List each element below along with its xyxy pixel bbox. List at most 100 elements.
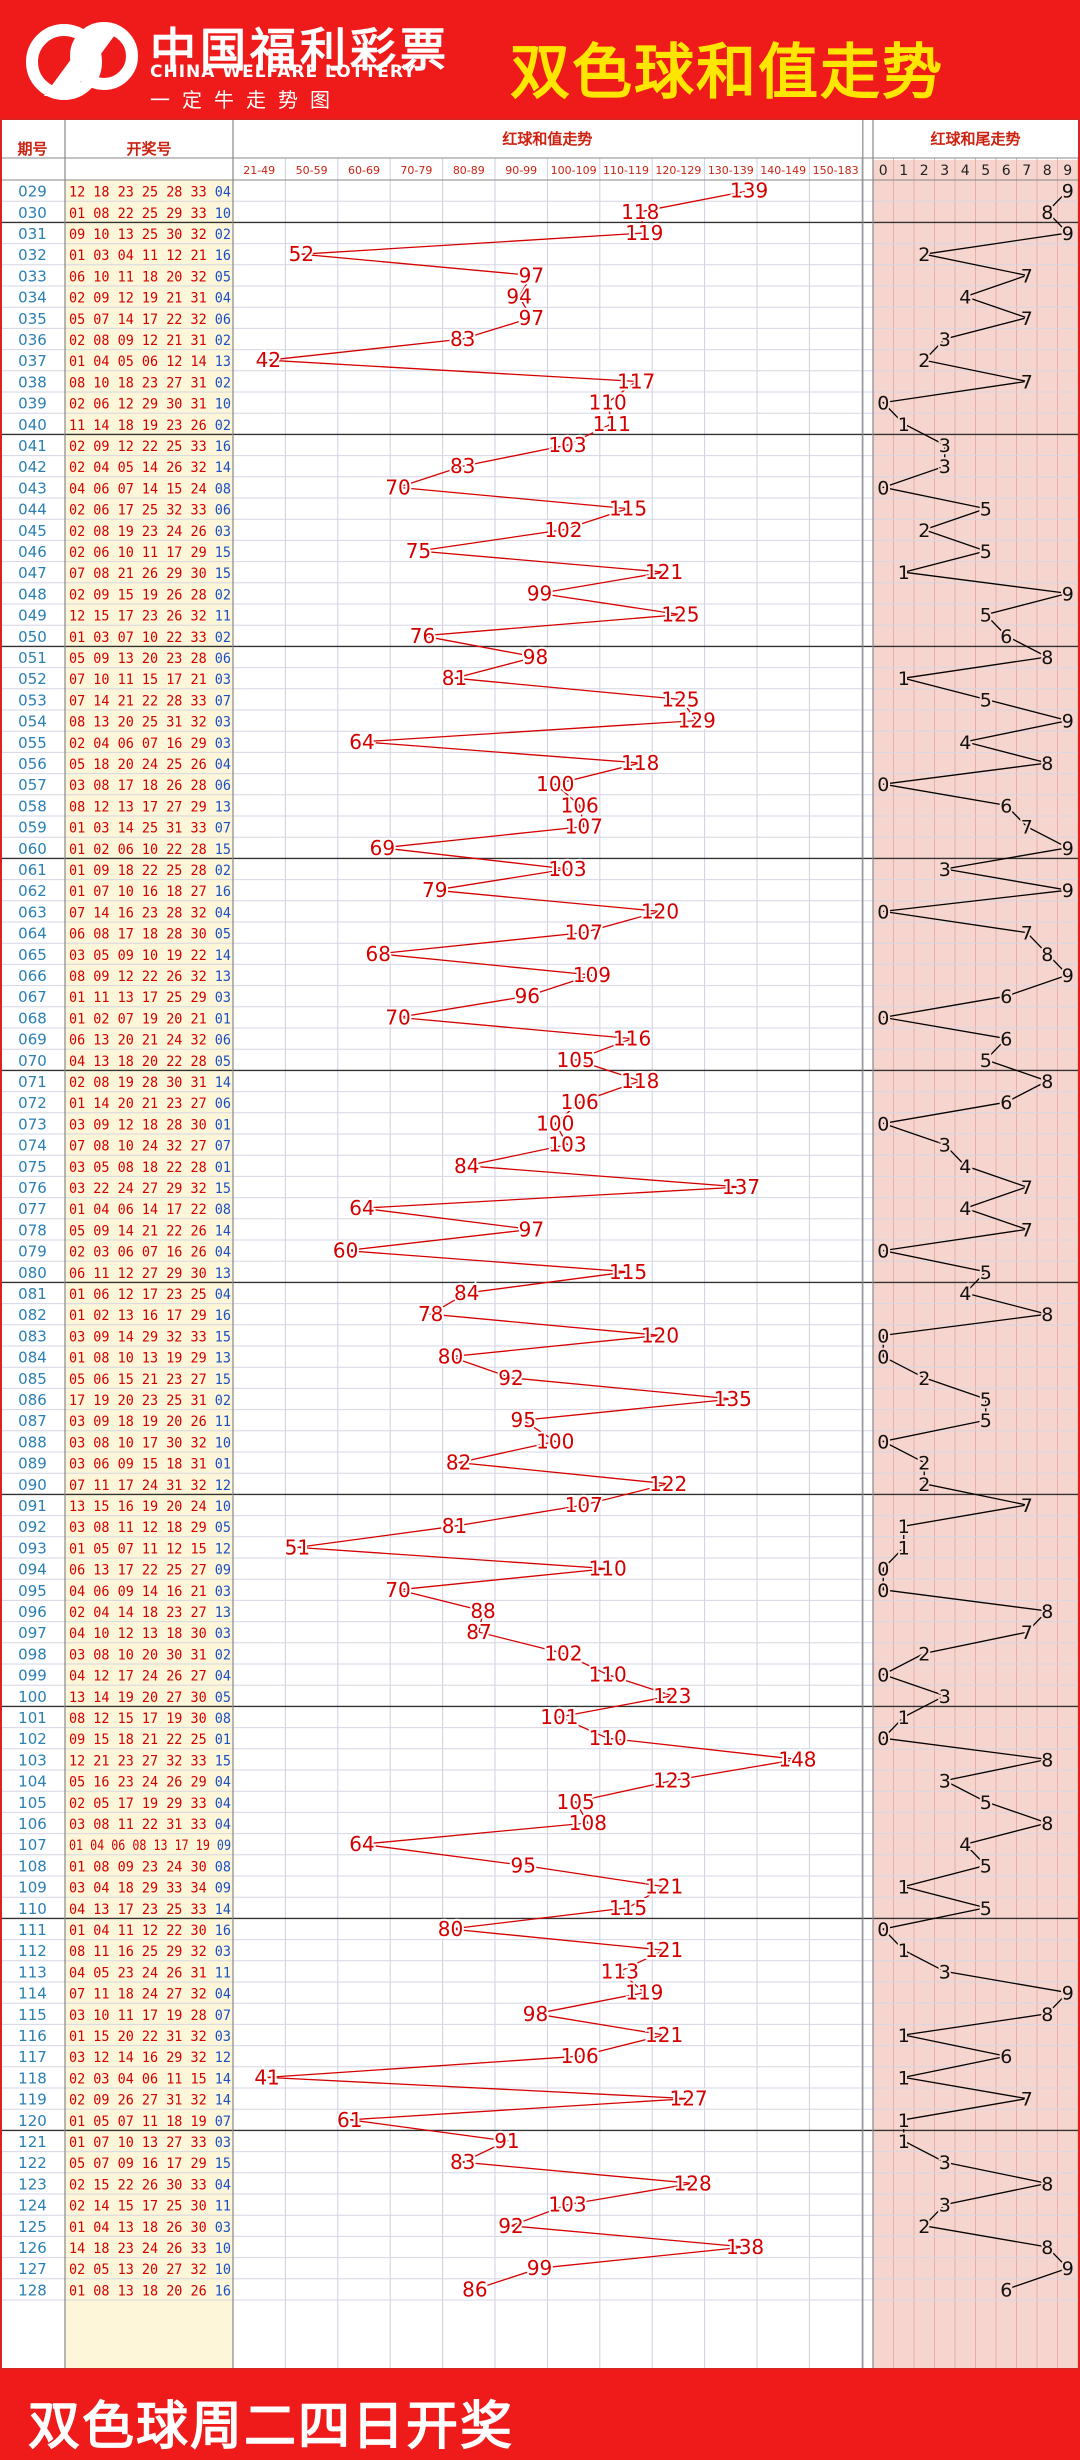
blue-ball: 05 xyxy=(215,1054,231,1070)
tail-value-label: 0 xyxy=(877,901,889,923)
issue-number: 125 xyxy=(18,2218,47,2236)
tail-digit-tick-label: 0 xyxy=(879,163,888,179)
red-balls: 06 11 12 27 29 30 xyxy=(69,1266,215,1282)
sum-value-label: 135 xyxy=(714,1387,752,1411)
draw-numbers: 17 19 20 23 25 31 02 xyxy=(69,1393,231,1409)
red-balls: 03 08 11 12 18 29 xyxy=(69,1520,215,1536)
tail-value-label: 0 xyxy=(877,1728,889,1750)
sum-value-label: 84 xyxy=(454,1154,479,1178)
tail-value-label: 9 xyxy=(1062,1983,1074,2005)
sum-range-tick-label: 100-109 xyxy=(551,164,597,177)
sum-value-label: 125 xyxy=(661,603,699,627)
red-balls: 07 14 21 22 28 33 xyxy=(69,693,215,709)
issue-number: 045 xyxy=(18,522,47,540)
issue-number: 072 xyxy=(18,1094,47,1112)
draw-numbers: 01 03 14 25 31 33 07 xyxy=(69,821,231,837)
red-balls: 05 18 20 24 25 26 xyxy=(69,757,215,773)
blue-ball: 15 xyxy=(215,2156,231,2172)
sum-range-tick-label: 50-59 xyxy=(296,164,328,177)
draw-numbers: 05 16 23 24 26 29 04 xyxy=(69,1775,231,1791)
draw-numbers: 02 09 15 19 26 28 02 xyxy=(69,587,231,603)
tail-value-label: 6 xyxy=(1000,2046,1012,2068)
blue-ball: 13 xyxy=(215,799,231,815)
issue-number: 092 xyxy=(18,1518,47,1536)
blue-ball: 10 xyxy=(215,1499,231,1515)
tail-digit-tick-label: 9 xyxy=(1063,163,1072,179)
sum-value-label: 113 xyxy=(601,1959,639,1983)
draw-numbers: 02 05 17 19 29 33 04 xyxy=(69,1796,231,1812)
red-balls: 03 22 24 27 29 32 xyxy=(69,1181,215,1197)
sum-value-label: 148 xyxy=(778,1747,816,1771)
red-balls: 07 08 21 26 29 30 xyxy=(69,566,215,582)
draw-numbers: 02 08 09 12 21 31 02 xyxy=(69,333,231,349)
draw-numbers: 03 09 12 18 28 30 01 xyxy=(69,1117,231,1133)
sum-value-label: 61 xyxy=(337,2108,362,2132)
trend-chart-area: 期号 开奖号 红球和值走势 红球和尾走势 21-49 50-59 60-69 70-79 80-… xyxy=(0,118,1080,2370)
tail-value-label: 6 xyxy=(1000,626,1012,648)
issue-number: 110 xyxy=(18,1900,47,1918)
blue-ball: 11 xyxy=(215,609,231,625)
tail-value-label: 3 xyxy=(939,329,951,351)
red-balls: 11 14 18 19 23 26 xyxy=(69,418,215,434)
draw-numbers: 08 13 20 25 31 32 03 xyxy=(69,715,231,731)
red-balls: 07 08 10 24 32 27 xyxy=(69,1139,215,1155)
blue-ball: 02 xyxy=(215,587,231,603)
tail-value-label: 0 xyxy=(877,1241,889,1263)
sum-value-label: 107 xyxy=(565,1493,603,1517)
blue-ball: 15 xyxy=(215,1372,231,1388)
tail-value-label: 3 xyxy=(939,456,951,478)
sum-value-label: 83 xyxy=(450,327,475,351)
blue-ball: 06 xyxy=(215,503,231,519)
issue-number: 080 xyxy=(18,1264,47,1282)
red-balls: 01 14 20 21 23 27 xyxy=(69,1096,215,1112)
issue-number: 042 xyxy=(18,458,47,476)
draw-numbers: 01 14 20 21 23 27 06 xyxy=(69,1096,231,1112)
blue-ball: 04 xyxy=(215,291,231,307)
sum-value-label: 110 xyxy=(589,1663,627,1687)
sum-range-tick-label: 80-89 xyxy=(453,164,485,177)
tail-value-label: 4 xyxy=(959,1198,971,1220)
sum-value-label: 121 xyxy=(645,1875,683,1899)
blue-ball: 03 xyxy=(215,2135,231,2151)
blue-ball: 15 xyxy=(215,566,231,582)
issue-number: 078 xyxy=(18,1221,47,1239)
draw-numbers: 01 15 20 22 31 32 03 xyxy=(69,2029,231,2045)
sum-value-label: 118 xyxy=(621,751,659,775)
draw-numbers: 12 21 23 27 32 33 15 xyxy=(69,1753,231,1769)
red-balls: 12 15 17 23 26 32 xyxy=(69,609,215,625)
sum-value-label: 106 xyxy=(561,1090,599,1114)
issue-number: 062 xyxy=(18,882,47,900)
sum-value-label: 117 xyxy=(617,369,655,393)
issue-number: 085 xyxy=(18,1370,47,1388)
draw-numbers: 03 12 14 16 29 32 12 xyxy=(69,2050,231,2066)
tail-value-label: 5 xyxy=(980,605,992,627)
blue-ball: 06 xyxy=(215,778,231,794)
sum-value-label: 42 xyxy=(256,348,281,372)
tail-value-label: 3 xyxy=(939,435,951,457)
sum-value-label: 123 xyxy=(653,1769,691,1793)
tail-value-label: 8 xyxy=(1041,2004,1053,2026)
sum-value-label: 87 xyxy=(466,1620,491,1644)
red-balls: 12 18 23 25 28 33 xyxy=(69,185,215,201)
draw-numbers: 01 02 07 19 20 21 01 xyxy=(69,1011,231,1027)
issue-number: 088 xyxy=(18,1433,47,1451)
issue-number: 058 xyxy=(18,797,47,815)
red-balls: 04 13 18 20 22 28 xyxy=(69,1054,215,1070)
issue-number: 113 xyxy=(18,1963,47,1981)
tail-value-label: 3 xyxy=(939,2152,951,2174)
issue-number: 044 xyxy=(18,501,47,519)
sum-value-label: 122 xyxy=(649,1472,687,1496)
issue-number: 097 xyxy=(18,1624,47,1642)
issue-number: 105 xyxy=(18,1794,47,1812)
sum-value-label: 115 xyxy=(609,497,647,521)
tail-value-label: 8 xyxy=(1041,753,1053,775)
sum-value-label: 123 xyxy=(653,1684,691,1708)
blue-ball: 08 xyxy=(215,481,231,497)
draw-numbers: 01 04 05 06 12 14 13 xyxy=(69,354,231,370)
tail-value-label: 7 xyxy=(1021,1622,1033,1644)
tail-value-label: 1 xyxy=(898,2067,910,2089)
red-balls: 02 06 12 29 30 31 xyxy=(69,397,215,413)
draw-numbers: 01 04 06 14 17 22 08 xyxy=(69,1202,231,1218)
sum-range-tick-label: 130-139 xyxy=(708,164,754,177)
sum-value-label: 70 xyxy=(385,1005,410,1029)
